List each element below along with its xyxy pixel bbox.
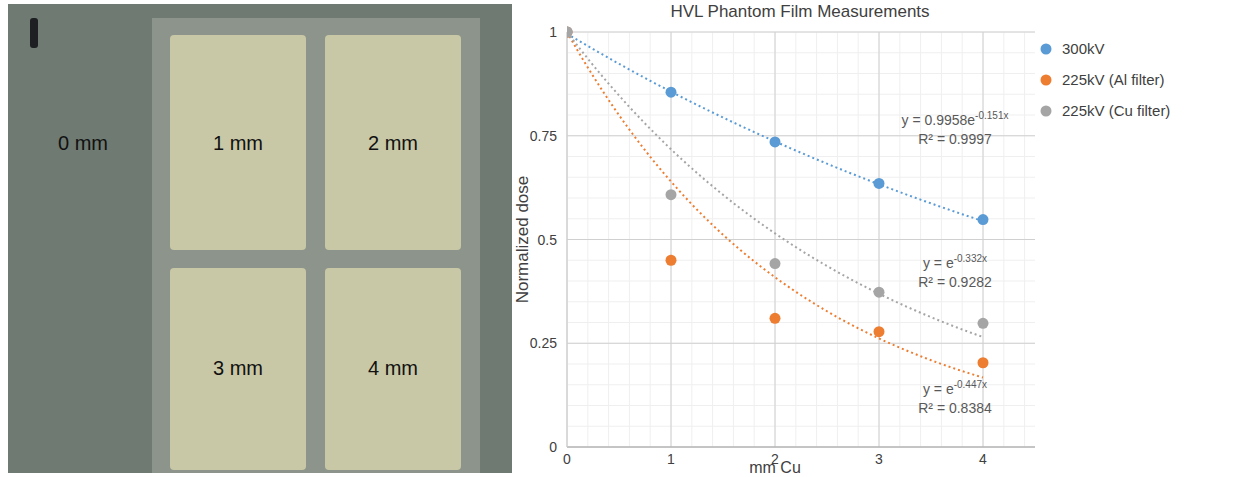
legend-marker <box>1041 75 1052 86</box>
legend-marker <box>1041 106 1052 117</box>
y-tick-label: 0.5 <box>538 232 558 248</box>
y-axis <box>567 32 568 447</box>
film-patch <box>170 268 306 470</box>
data-point <box>874 287 885 298</box>
y-tick-label: 0 <box>549 439 557 455</box>
minor-grid <box>567 198 1035 199</box>
minor-grid <box>567 301 1035 302</box>
equation-base: y = e <box>923 381 954 397</box>
film-background <box>8 4 512 473</box>
minor-grid <box>567 94 1035 95</box>
data-point <box>978 214 989 225</box>
data-point <box>978 318 989 329</box>
minor-grid <box>567 52 1035 53</box>
film-label: 3 mm <box>213 357 263 379</box>
data-point <box>874 178 885 189</box>
equation-base: y = e <box>923 255 954 271</box>
x-axis-title: mm Cu <box>749 459 801 476</box>
y-tick-label: 1 <box>549 24 557 40</box>
equation-exponent: -0.151x <box>975 110 1008 121</box>
film-label: 0 mm <box>58 132 108 154</box>
grid-line <box>567 343 1035 344</box>
film-label: 2 mm <box>368 132 418 154</box>
equation-base: y = 0.9958e <box>902 112 976 128</box>
minor-grid <box>567 447 1035 448</box>
minor-grid <box>567 156 1035 157</box>
data-point <box>666 255 677 266</box>
trend-r2: R² = 0.9282 <box>918 274 992 290</box>
minor-grid <box>567 364 1035 365</box>
x-tick-label: 1 <box>667 451 675 467</box>
grid-line <box>567 32 1035 33</box>
grid-line <box>567 32 568 447</box>
minor-grid <box>567 239 1035 240</box>
x-tick-label: 4 <box>979 451 987 467</box>
legend-label: 225kV (Al filter) <box>1062 71 1165 88</box>
grid-line <box>879 32 880 447</box>
plot-area <box>567 27 989 378</box>
trend-equation: y = e-0.332x <box>923 253 987 271</box>
minor-grid <box>567 322 1035 323</box>
trend-equation: y = e-0.447x <box>923 379 987 397</box>
minor-grid <box>567 177 1035 178</box>
grid-line <box>567 239 1035 240</box>
data-point <box>770 258 781 269</box>
minor-grid <box>879 32 880 447</box>
trend-equation: y = 0.9958e-0.151x <box>902 110 1009 128</box>
data-point <box>567 27 573 38</box>
minor-grid <box>567 218 1035 219</box>
x-tick-label: 0 <box>563 451 571 467</box>
grid <box>567 32 1035 447</box>
data-point <box>874 326 885 337</box>
y-axis-title: Normalized dose <box>513 176 532 304</box>
film-photo: 0 mm 1 mm 2 mm 3 mm 4 mm <box>8 4 512 473</box>
grid-line <box>567 447 1035 448</box>
data-point <box>770 313 781 324</box>
legend: 300kV 225kV (Al filter) 225kV (Cu filter) <box>1041 40 1171 119</box>
trendline <box>567 32 983 378</box>
film-label: 1 mm <box>213 132 263 154</box>
data-point <box>770 136 781 147</box>
y-tick-label: 0.75 <box>530 128 557 144</box>
data-point <box>567 27 573 38</box>
equation-exponent: -0.332x <box>954 253 987 264</box>
legend-label: 300kV <box>1062 40 1105 57</box>
trend-r2: R² = 0.9997 <box>918 131 992 147</box>
y-tick-label: 0.25 <box>530 335 557 351</box>
film-patch <box>325 35 461 250</box>
x-axis <box>567 447 1035 448</box>
chart-title: HVL Phantom Film Measurements <box>670 2 929 21</box>
film-frame <box>152 18 480 473</box>
film-marker <box>30 18 38 48</box>
film-label: 4 mm <box>368 357 418 379</box>
data-point <box>666 189 677 200</box>
minor-grid <box>567 32 1035 33</box>
x-tick-label: 3 <box>875 451 883 467</box>
grid-line <box>775 32 776 447</box>
figure: 0 mm 1 mm 2 mm 3 mm 4 mm HVL Phantom Film Mea… <box>0 0 1256 477</box>
legend-label: 225kV (Cu filter) <box>1062 102 1170 119</box>
data-point <box>978 357 989 368</box>
data-point <box>567 27 573 38</box>
minor-grid <box>567 32 568 447</box>
minor-grid <box>775 32 776 447</box>
legend-marker <box>1041 44 1052 55</box>
data-point <box>666 87 677 98</box>
trendline <box>567 32 983 337</box>
equation-exponent: -0.447x <box>954 379 987 390</box>
film-patch <box>170 35 306 250</box>
minor-grid <box>567 343 1035 344</box>
film-patch <box>325 268 461 470</box>
trendline <box>567 34 983 221</box>
trend-r2: R² = 0.8384 <box>918 400 992 416</box>
minor-grid <box>567 426 1035 427</box>
